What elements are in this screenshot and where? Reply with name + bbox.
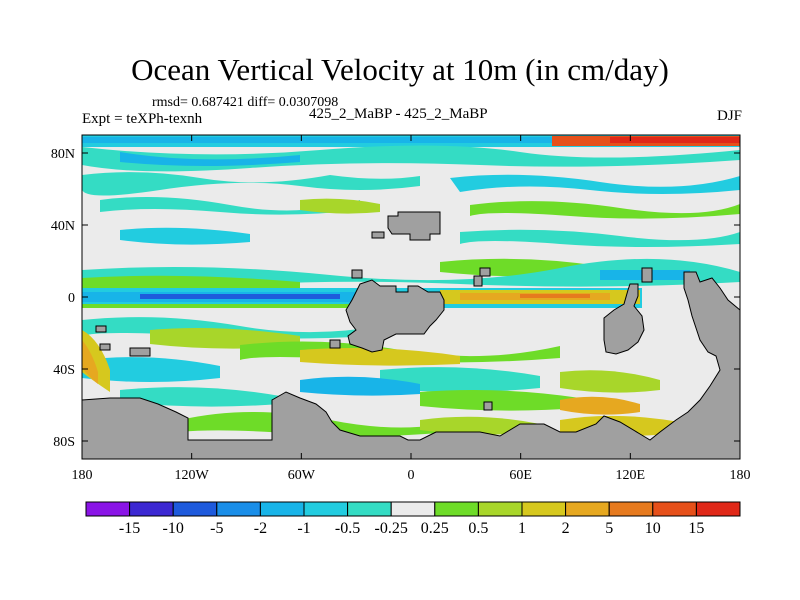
colorbar-label: -15 — [119, 520, 140, 537]
y-tick-label: 80S — [53, 435, 75, 450]
x-tick-label: 120E — [616, 468, 646, 483]
x-tick-label: 120W — [175, 468, 210, 483]
colorbar-swatch — [347, 501, 392, 517]
colorbar-swatch — [303, 501, 349, 517]
colorbar: -15 -10 -5 -2 -1 -0.5 -0.25 0.25 0.5 1 2 5 10 15 — [85, 501, 741, 537]
y-axis: 80N 40N 0 40S 80S — [51, 147, 740, 450]
y-tick-label: 80N — [51, 147, 75, 162]
colorbar-swatch — [477, 501, 523, 517]
stats-line: rmsd= 0.687421 diff= 0.0307098 — [152, 95, 339, 110]
map-field — [82, 135, 740, 459]
colorbar-swatch — [216, 501, 261, 517]
colorbar-label: 0.5 — [468, 520, 488, 537]
y-tick-label: 40N — [51, 219, 75, 234]
colorbar-swatch — [434, 501, 479, 517]
y-tick-label: 0 — [68, 291, 75, 306]
colorbar-swatch — [390, 501, 436, 517]
experiment-subtitle: 425_2_MaBP - 425_2_MaBP — [309, 106, 488, 122]
x-tick-label: 60E — [509, 468, 532, 483]
colorbar-swatch — [695, 501, 741, 517]
colorbar-label: -0.25 — [375, 520, 408, 537]
colorbar-label: -1 — [297, 520, 310, 537]
x-tick-label: 60W — [288, 468, 316, 483]
colorbar-swatch — [521, 501, 567, 517]
colorbar-label: -10 — [163, 520, 184, 537]
colorbar-swatch — [85, 501, 131, 517]
colorbar-label: 2 — [562, 520, 570, 537]
x-axis: 180 120W 60W 0 60E 120E 180 — [72, 135, 751, 483]
colorbar-label: -5 — [210, 520, 223, 537]
chart-title: Ocean Vertical Velocity at 10m (in cm/da… — [131, 52, 669, 87]
colorbar-swatch — [608, 501, 654, 517]
colorbar-label: 10 — [645, 520, 661, 537]
colorbar-label: 1 — [518, 520, 526, 537]
colorbar-label: 5 — [605, 520, 613, 537]
experiment-label: Expt = teXPh-texnh — [82, 111, 203, 127]
x-tick-label: 180 — [72, 468, 93, 483]
colorbar-swatch — [652, 501, 697, 517]
colorbar-label: 15 — [688, 520, 704, 537]
colorbar-swatch — [259, 501, 305, 517]
colorbar-swatch — [172, 501, 218, 517]
colorbar-label: -0.5 — [335, 520, 360, 537]
y-tick-label: 40S — [53, 363, 75, 378]
x-tick-label: 180 — [730, 468, 751, 483]
colorbar-swatch — [129, 501, 174, 517]
season-label: DJF — [716, 108, 742, 124]
colorbar-label: -2 — [254, 520, 267, 537]
colorbar-swatch — [565, 501, 610, 517]
x-tick-label: 0 — [408, 468, 415, 483]
colorbar-label: 0.25 — [421, 520, 449, 537]
